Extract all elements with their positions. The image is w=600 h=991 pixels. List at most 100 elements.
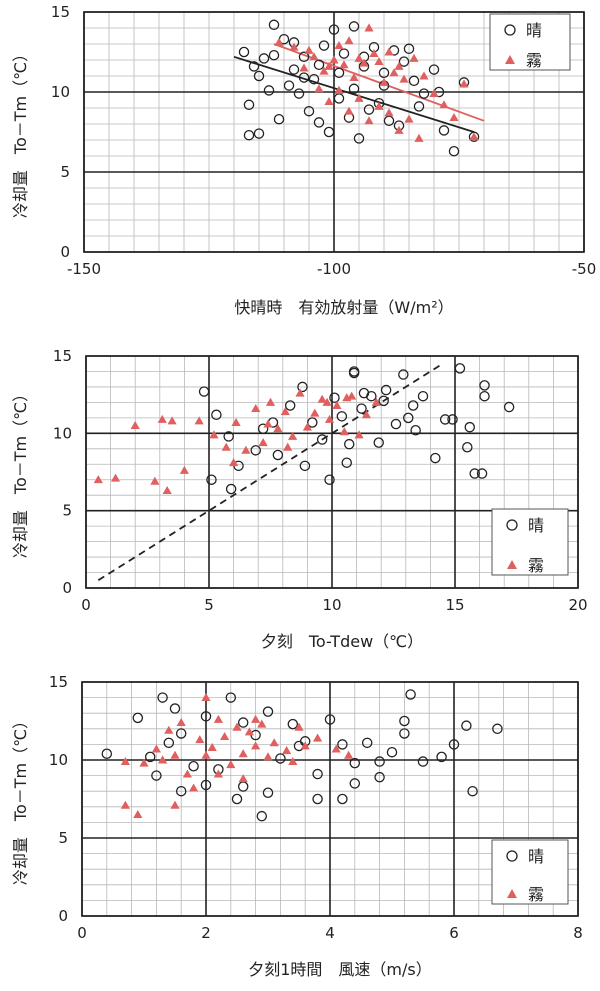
data-point-triangle <box>273 424 283 433</box>
data-point-circle <box>248 61 260 72</box>
data-point-triangle <box>167 416 177 425</box>
data-point-circle <box>258 53 270 64</box>
data-point-circle <box>399 728 410 739</box>
data-point-circle <box>299 460 311 472</box>
data-point-circle <box>447 414 458 425</box>
data-point-triangle <box>331 744 341 753</box>
data-point-circle <box>448 145 460 157</box>
data-point-circle <box>157 692 168 703</box>
legend-marker-circle <box>504 24 516 36</box>
legend-label: 晴 <box>528 847 544 866</box>
data-point-triangle <box>238 774 248 783</box>
data-point-circle <box>257 423 269 434</box>
data-point-circle <box>283 80 295 91</box>
data-point-circle <box>380 384 392 396</box>
data-point-triangle <box>319 66 329 75</box>
data-point-triangle <box>364 116 374 125</box>
data-point-circle <box>225 692 237 703</box>
data-point-triangle <box>226 760 236 769</box>
data-point-triangle <box>238 749 248 758</box>
data-point-triangle <box>324 97 334 106</box>
data-point-circle <box>284 400 296 411</box>
data-point-triangle <box>283 442 293 451</box>
data-point-circle <box>343 438 355 450</box>
x-tick-label: 4 <box>325 924 335 942</box>
data-point-triangle <box>371 397 381 406</box>
data-point-triangle <box>354 93 364 102</box>
data-point-triangle <box>332 400 342 409</box>
data-point-triangle <box>164 725 174 734</box>
legend-marker-triangle <box>507 889 517 898</box>
data-point-triangle <box>120 756 130 766</box>
data-point-circle <box>200 779 212 791</box>
data-point-triangle <box>93 475 103 484</box>
data-point-triangle <box>429 89 439 98</box>
legend-marker-circle <box>506 850 518 862</box>
data-point-circle <box>253 128 265 139</box>
data-point-circle <box>312 793 323 805</box>
data-point-circle <box>298 72 310 83</box>
data-point-circle <box>461 720 472 731</box>
data-point-triangle <box>213 714 223 723</box>
data-point-triangle <box>194 416 204 425</box>
data-point-circle <box>430 452 441 464</box>
data-point-triangle <box>289 42 299 51</box>
x-tick-label: 15 <box>445 596 464 614</box>
data-point-triangle <box>361 410 372 419</box>
data-point-circle <box>336 411 348 422</box>
series-霧 <box>120 693 354 819</box>
legend-label: 晴 <box>526 21 542 40</box>
data-point-triangle <box>314 84 324 93</box>
data-point-circle <box>448 739 460 750</box>
data-point-circle <box>151 770 162 781</box>
data-point-circle <box>363 104 375 115</box>
legend-label: 霧 <box>528 556 544 575</box>
series-霧 <box>93 388 381 495</box>
y-tick-label: 15 <box>49 673 68 691</box>
data-point-triangle <box>379 77 389 86</box>
data-point-triangle <box>294 722 304 731</box>
data-point-circle <box>333 67 345 79</box>
data-point-triangle <box>251 403 261 413</box>
data-point-circle <box>206 474 217 485</box>
data-point-circle <box>386 746 398 758</box>
data-point-triangle <box>189 783 199 792</box>
data-point-triangle <box>384 47 394 56</box>
data-point-circle <box>297 381 308 393</box>
data-point-circle <box>175 728 187 739</box>
data-point-circle <box>413 101 425 112</box>
data-point-circle <box>479 380 490 391</box>
legend-label: 晴 <box>528 516 544 535</box>
data-point-circle <box>439 414 451 425</box>
data-point-triangle <box>322 397 332 406</box>
data-point-triangle <box>459 79 469 88</box>
data-point-circle <box>390 418 402 430</box>
y-axis-label: 冷却量 To－Tm（℃） <box>11 46 30 218</box>
y-tick-label: 10 <box>53 424 72 442</box>
data-point-circle <box>243 99 255 111</box>
data-point-circle <box>238 46 250 58</box>
data-point-circle <box>225 483 237 495</box>
data-point-triangle <box>344 106 354 115</box>
series-晴 <box>101 689 503 822</box>
data-point-circle <box>341 457 353 468</box>
data-point-triangle <box>207 742 217 751</box>
data-point-circle <box>298 51 310 63</box>
x-axis-label: 夕刻1時間 風速（m/s） <box>248 960 432 979</box>
data-point-triangle <box>201 750 211 759</box>
data-point-circle <box>398 369 409 380</box>
data-point-triangle <box>221 442 231 451</box>
data-point-triangle <box>263 752 273 761</box>
data-point-circle <box>476 468 488 479</box>
data-point-triangle <box>220 732 230 741</box>
data-point-circle <box>349 757 361 769</box>
data-point-triangle <box>280 407 290 416</box>
data-point-triangle <box>170 750 180 759</box>
data-point-circle <box>250 445 261 456</box>
data-point-triangle <box>274 37 284 46</box>
data-point-circle <box>318 40 330 51</box>
data-point-circle <box>308 73 320 85</box>
data-point-circle <box>407 400 419 411</box>
x-axis-label: 夕刻 To-Tdew（℃） <box>261 632 423 651</box>
x-tick-label: 8 <box>573 924 583 942</box>
